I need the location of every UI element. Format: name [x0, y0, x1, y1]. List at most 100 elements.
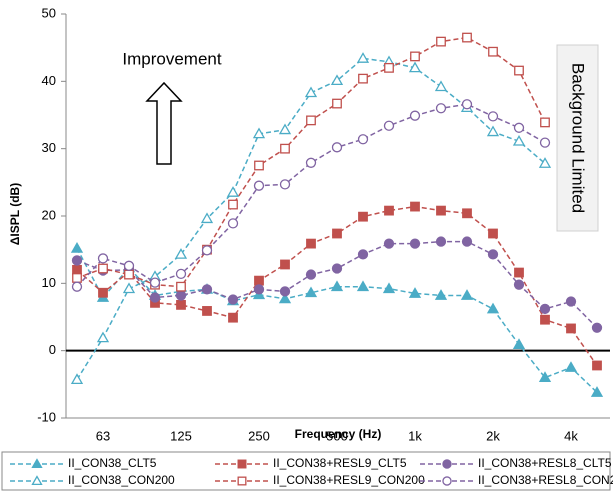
marker	[31, 458, 43, 469]
annotation-box	[556, 44, 599, 232]
marker	[514, 267, 524, 278]
marker	[253, 180, 265, 191]
marker	[539, 303, 551, 315]
marker	[435, 103, 447, 114]
marker	[72, 273, 82, 283]
marker	[149, 292, 161, 303]
marker	[436, 205, 446, 216]
marker	[71, 255, 83, 266]
marker	[98, 287, 108, 298]
marker	[237, 459, 247, 469]
marker	[278, 292, 292, 304]
marker	[486, 125, 500, 137]
legend	[1, 451, 611, 491]
marker	[410, 51, 420, 62]
marker	[175, 290, 187, 301]
marker	[252, 127, 266, 139]
marker	[253, 284, 265, 295]
x-tick-label: 1k	[408, 428, 422, 443]
marker	[357, 134, 369, 145]
marker	[358, 73, 368, 84]
marker	[488, 46, 498, 57]
marker	[513, 122, 525, 133]
legend-label: II_CON38+RESL8_CON200	[478, 473, 613, 487]
y-axis-label: ΔISPL (dB)	[8, 183, 22, 245]
annotation: Background Limited	[569, 63, 588, 213]
x-tick-label: 125	[170, 428, 192, 443]
marker	[72, 264, 82, 275]
marker	[330, 74, 344, 86]
marker	[538, 157, 552, 168]
marker	[332, 228, 342, 239]
marker	[564, 361, 578, 372]
y-tick-label: 0	[49, 342, 56, 357]
marker	[175, 268, 187, 280]
marker	[461, 99, 473, 110]
marker	[202, 306, 212, 316]
y-tick-label: 10	[42, 275, 56, 290]
marker	[176, 299, 186, 310]
marker	[512, 134, 526, 146]
marker	[304, 86, 318, 98]
x-tick-label: 2k	[486, 428, 500, 443]
marker	[382, 282, 396, 294]
marker	[254, 160, 264, 171]
marker	[174, 248, 188, 259]
marker	[97, 253, 109, 264]
marker	[540, 117, 550, 128]
marker	[538, 371, 552, 383]
marker	[331, 142, 343, 153]
marker	[228, 312, 238, 323]
marker	[409, 110, 421, 121]
y-tick-label: 20	[42, 207, 56, 222]
y-tick-label: 50	[42, 5, 56, 20]
y-tick-label: -10	[37, 409, 56, 424]
marker	[434, 289, 448, 300]
marker	[70, 373, 84, 385]
marker	[442, 476, 452, 486]
arrow	[145, 81, 183, 165]
marker	[442, 459, 452, 469]
marker	[357, 249, 369, 260]
marker	[462, 208, 472, 219]
marker	[280, 143, 290, 154]
marker	[461, 236, 473, 247]
marker	[384, 62, 394, 73]
marker	[358, 211, 368, 222]
marker	[488, 228, 498, 239]
x-tick-label: 250	[248, 428, 270, 443]
marker	[254, 275, 264, 286]
marker	[514, 65, 524, 76]
x-tick-label: 63	[96, 428, 110, 443]
marker	[237, 476, 247, 486]
marker	[279, 179, 291, 190]
marker	[71, 281, 83, 292]
marker	[513, 279, 525, 290]
marker	[96, 331, 110, 343]
marker	[228, 199, 238, 210]
marker	[462, 32, 472, 43]
marker	[436, 36, 446, 47]
legend-label: II_CON38+RESL9_CLT5	[273, 456, 407, 470]
marker	[279, 286, 291, 297]
marker	[280, 259, 290, 270]
marker	[176, 281, 186, 292]
marker	[591, 322, 603, 333]
marker	[306, 115, 316, 126]
x-tick-label: 4k	[564, 428, 578, 443]
marker	[409, 238, 421, 249]
marker	[98, 263, 108, 274]
marker	[408, 287, 422, 298]
marker	[70, 242, 84, 253]
marker	[201, 245, 213, 256]
marker	[330, 280, 344, 292]
marker	[435, 236, 447, 247]
marker	[123, 260, 135, 271]
marker	[540, 314, 550, 325]
y-tick-label: 30	[42, 140, 56, 155]
marker	[487, 249, 499, 260]
marker	[124, 269, 134, 280]
marker	[410, 201, 420, 212]
legend-label: II_CON38+RESL8_CLT5	[478, 456, 612, 470]
marker	[306, 238, 316, 249]
